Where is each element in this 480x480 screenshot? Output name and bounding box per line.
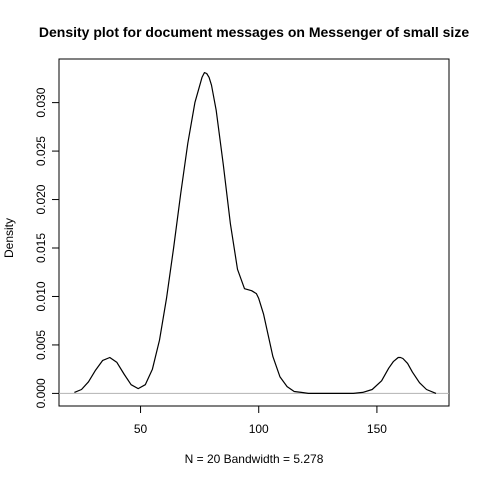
chart-title: Density plot for document messages on Me… — [39, 24, 469, 40]
y-tick-label: 0.005 — [34, 330, 48, 360]
x-axis-label: N = 20 Bandwidth = 5.278 — [185, 452, 324, 466]
y-axis-label: Density — [2, 218, 16, 258]
y-tick-label: 0.000 — [34, 378, 48, 408]
x-tick-label: 50 — [134, 422, 148, 436]
y-tick-label: 0.020 — [34, 184, 48, 214]
x-tick-label: 150 — [367, 422, 387, 436]
x-axis: 50 100 150 — [134, 405, 387, 436]
y-tick-label: 0.010 — [34, 281, 48, 311]
x-tick-label: 100 — [249, 422, 269, 436]
y-tick-label: 0.025 — [34, 136, 48, 166]
y-tick-label: 0.015 — [34, 233, 48, 263]
y-tick-label: 0.030 — [34, 87, 48, 117]
y-axis: 0.000 0.005 0.010 0.015 0.020 0.025 0.030 — [34, 87, 60, 408]
density-curve — [74, 71, 437, 394]
